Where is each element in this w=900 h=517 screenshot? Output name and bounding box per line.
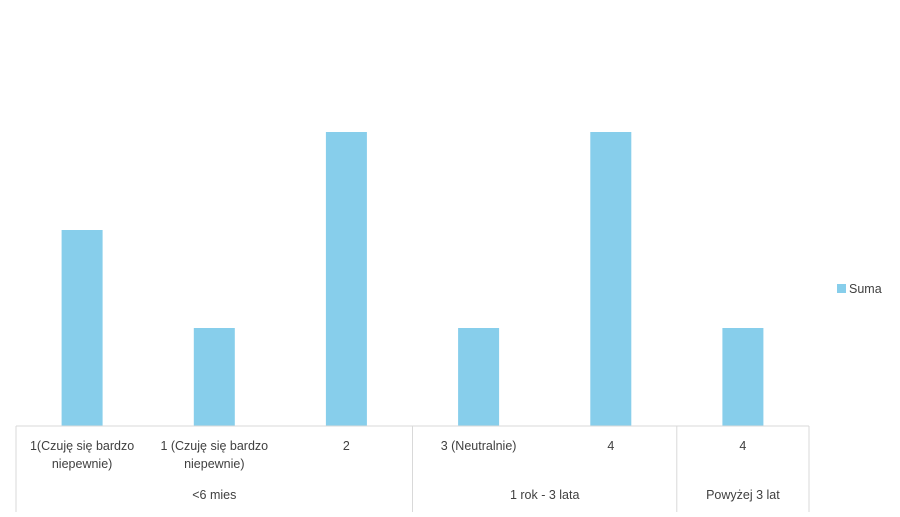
category-axis: [15, 425, 810, 512]
legend-label: Suma: [849, 282, 882, 296]
category-labels: 1(Czuję się bardzo niepewnie) 1 (Czuję się…: [30, 439, 746, 471]
category-label-6: 4: [739, 439, 746, 453]
bar-1: [61, 230, 103, 426]
category-label-2: 1 (Czuję się bardzo niepewnie): [160, 439, 268, 471]
bar-6: [722, 328, 764, 426]
bar-5: [590, 132, 632, 426]
category-label-5: 4: [607, 439, 614, 453]
group-label-2: 1 rok - 3 lata: [510, 488, 580, 502]
bar-3: [325, 132, 367, 426]
category-label-4: 3 (Neutralnie): [441, 439, 517, 453]
group-label-1: <6 mies: [192, 488, 236, 502]
group-labels: <6 mies 1 rok - 3 lata Powyżej 3 lat: [192, 488, 780, 502]
bar-2: [193, 328, 235, 426]
category-label-1: 1(Czuję się bardzo niepewnie): [30, 439, 134, 471]
group-label-3: Powyżej 3 lat: [706, 488, 780, 502]
legend-swatch: [837, 284, 846, 293]
category-label-3: 2: [343, 439, 350, 453]
bars-group: [61, 132, 764, 426]
bar-4: [458, 328, 500, 426]
legend: Suma: [837, 282, 882, 296]
